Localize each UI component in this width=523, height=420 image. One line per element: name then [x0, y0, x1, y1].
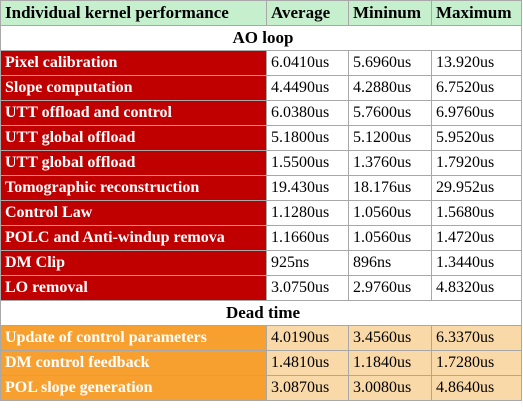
kernel-name: LO removal [0, 275, 267, 301]
minimum-value: 1.0560us [348, 225, 432, 251]
table-row: UTT offload and control 6.0380us 5.7600u… [0, 100, 522, 126]
maximum-value: 1.3440us [431, 250, 522, 276]
average-value: 1.5500us [266, 150, 349, 176]
average-value: 925ns [266, 250, 349, 276]
minimum-value: 3.0080us [348, 375, 432, 401]
maximum-value: 29.952us [431, 175, 522, 201]
kernel-name: POLC and Anti-windup remova [0, 225, 267, 251]
average-value: 19.430us [266, 175, 349, 201]
average-value: 3.0750us [266, 275, 349, 301]
kernel-name: UTT global offload [0, 125, 267, 151]
section-row-dead-time: Dead time [0, 300, 522, 326]
header-minimum: Mininum [348, 0, 432, 26]
maximum-value: 6.3370us [431, 325, 522, 351]
table-row: Control Law 1.1280us 1.0560us 1.5680us [0, 200, 522, 226]
kernel-name: UTT global offload [0, 150, 267, 176]
maximum-value: 1.5680us [431, 200, 522, 226]
table-row: POLC and Anti-windup remova 1.1660us 1.0… [0, 225, 522, 251]
table-row: UTT global offload 1.5500us 1.3760us 1.7… [0, 150, 522, 176]
table-row: Update of control parameters 4.0190us 3.… [0, 325, 522, 351]
table-row: Tomographic reconstruction 19.430us 18.1… [0, 175, 522, 201]
average-value: 3.0870us [266, 375, 349, 401]
table-row: POL slope generation 3.0870us 3.0080us 4… [0, 375, 522, 401]
minimum-value: 1.0560us [348, 200, 432, 226]
average-value: 4.0190us [266, 325, 349, 351]
minimum-value: 18.176us [348, 175, 432, 201]
minimum-value: 2.9760us [348, 275, 432, 301]
table-row: Pixel calibration 6.0410us 5.6960us 13.9… [0, 50, 522, 76]
section-row-ao-loop: AO loop [0, 25, 522, 51]
average-value: 5.1800us [266, 125, 349, 151]
kernel-name: Pixel calibration [0, 50, 267, 76]
minimum-value: 1.3760us [348, 150, 432, 176]
header-title: Individual kernel performance [0, 0, 267, 26]
kernel-name: Slope computation [0, 75, 267, 101]
maximum-value: 4.8320us [431, 275, 522, 301]
minimum-value: 1.1840us [348, 350, 432, 376]
minimum-value: 5.1200us [348, 125, 432, 151]
table-row: UTT global offload 5.1800us 5.1200us 5.9… [0, 125, 522, 151]
table-row: LO removal 3.0750us 2.9760us 4.8320us [0, 275, 522, 301]
kernel-name: UTT offload and control [0, 100, 267, 126]
table-row: DM Clip 925ns 896ns 1.3440us [0, 250, 522, 276]
table-row: DM control feedback 1.4810us 1.1840us 1.… [0, 350, 522, 376]
maximum-value: 6.7520us [431, 75, 522, 101]
maximum-value: 13.920us [431, 50, 522, 76]
header-maximum: Maximum [431, 0, 522, 26]
minimum-value: 5.7600us [348, 100, 432, 126]
kernel-name: Tomographic reconstruction [0, 175, 267, 201]
kernel-performance-table: Individual kernel performance Average Mi… [0, 0, 522, 401]
table-row: Slope computation 4.4490us 4.2880us 6.75… [0, 75, 522, 101]
minimum-value: 5.6960us [348, 50, 432, 76]
kernel-name: POL slope generation [0, 375, 267, 401]
minimum-value: 896ns [348, 250, 432, 276]
average-value: 1.1280us [266, 200, 349, 226]
header-average: Average [266, 0, 349, 26]
kernel-name: Control Law [0, 200, 267, 226]
section-title-ao-loop: AO loop [0, 25, 522, 51]
average-value: 4.4490us [266, 75, 349, 101]
kernel-name: DM control feedback [0, 350, 267, 376]
kernel-name: DM Clip [0, 250, 267, 276]
average-value: 1.4810us [266, 350, 349, 376]
maximum-value: 5.9520us [431, 125, 522, 151]
maximum-value: 6.9760us [431, 100, 522, 126]
minimum-value: 4.2880us [348, 75, 432, 101]
average-value: 1.1660us [266, 225, 349, 251]
maximum-value: 4.8640us [431, 375, 522, 401]
maximum-value: 1.7280us [431, 350, 522, 376]
maximum-value: 1.7920us [431, 150, 522, 176]
section-title-dead-time: Dead time [0, 300, 522, 326]
kernel-name: Update of control parameters [0, 325, 267, 351]
header-row: Individual kernel performance Average Mi… [0, 0, 522, 26]
average-value: 6.0410us [266, 50, 349, 76]
average-value: 6.0380us [266, 100, 349, 126]
maximum-value: 1.4720us [431, 225, 522, 251]
minimum-value: 3.4560us [348, 325, 432, 351]
